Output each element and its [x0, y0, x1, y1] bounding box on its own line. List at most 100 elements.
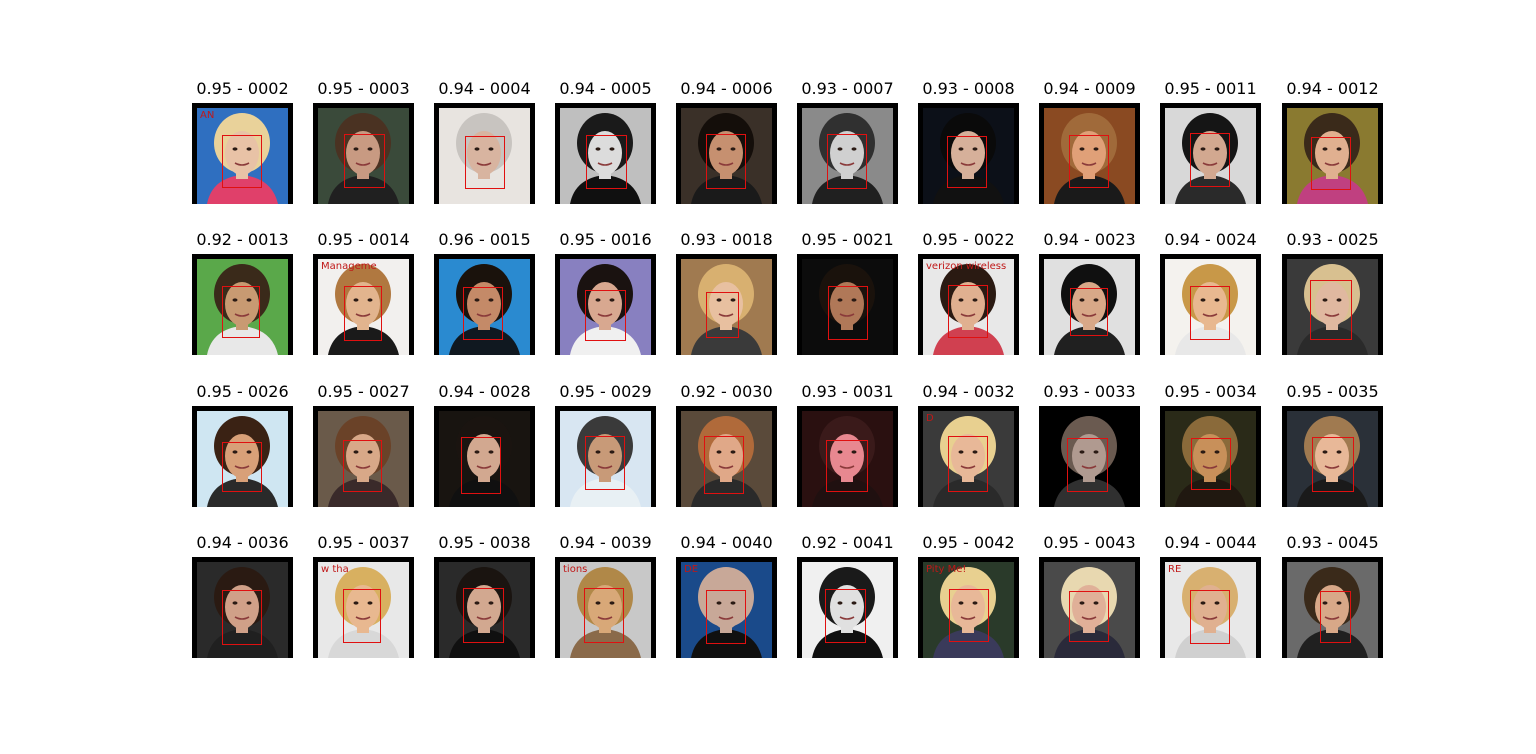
- face-photo-illustration: [797, 406, 898, 507]
- clothing-shape: [1297, 478, 1368, 507]
- face-photo: [797, 254, 898, 355]
- caption-separator: -: [594, 230, 611, 249]
- face-photo: [1039, 557, 1140, 658]
- face-photo: [192, 557, 293, 658]
- face-photo: [1282, 103, 1383, 204]
- face-photo: w tha: [313, 557, 414, 658]
- background-text: w tha: [321, 564, 349, 575]
- face-shape: [1072, 434, 1106, 478]
- detection-score: 0.93: [922, 79, 958, 98]
- face-bounding-box: [1310, 280, 1352, 340]
- face-shape: [1193, 282, 1227, 326]
- detection-score: 0.95: [1164, 382, 1200, 401]
- face-photo-illustration: [192, 557, 293, 658]
- face-shape: [709, 282, 743, 326]
- face-bounding-box: [585, 436, 625, 490]
- caption-separator: -: [836, 230, 853, 249]
- face-shape: [588, 434, 622, 478]
- left-eye: [353, 601, 359, 605]
- face-bounding-box: [463, 287, 503, 340]
- face-photo-illustration: [192, 406, 293, 507]
- face-photo-illustration: [1282, 103, 1383, 204]
- image-id: 0002: [247, 79, 289, 98]
- face-shape: [1072, 282, 1106, 326]
- clothing-shape: [933, 629, 1004, 658]
- face-bounding-box: [222, 590, 262, 645]
- right-eye: [246, 298, 252, 302]
- face-bounding-box: [1320, 591, 1351, 643]
- detection-score: 0.94: [438, 79, 474, 98]
- left-eye: [595, 450, 601, 454]
- mouth: [1202, 162, 1218, 166]
- caption-separator: -: [473, 382, 490, 401]
- image-id: 0040: [731, 533, 773, 552]
- left-eye: [232, 147, 238, 151]
- face-shape: [225, 282, 259, 326]
- thumbnail-caption: 0.93 - 0008: [898, 79, 1039, 99]
- caption-separator: -: [231, 230, 248, 249]
- thumbnail-caption: 0.95 - 0021: [777, 230, 918, 250]
- face-photo: D: [918, 406, 1019, 507]
- left-eye: [958, 601, 964, 605]
- image-id: 0043: [1094, 533, 1136, 552]
- caption-separator: -: [594, 382, 611, 401]
- image-id: 0018: [731, 230, 773, 249]
- face-shape: [830, 131, 864, 175]
- image-id: 0007: [852, 79, 894, 98]
- face-shape: [225, 131, 259, 175]
- right-eye: [488, 147, 494, 151]
- face-photo: [1160, 254, 1261, 355]
- thumbnail-caption: 0.94 - 0044: [1140, 533, 1281, 553]
- mouth: [1081, 616, 1097, 620]
- caption-separator: -: [473, 533, 490, 552]
- right-eye: [972, 147, 978, 151]
- face-bounding-box: [1190, 590, 1230, 644]
- face-shape: [1315, 282, 1349, 326]
- detection-score: 0.94: [922, 382, 958, 401]
- clothing-shape: [1175, 175, 1246, 204]
- mouth: [1324, 162, 1340, 166]
- thumbnail-caption: 0.94 - 0036: [172, 533, 313, 553]
- face-photo-illustration: RE: [1160, 557, 1261, 658]
- thumbnail-caption: 0.93 - 0025: [1262, 230, 1403, 250]
- left-eye: [232, 450, 238, 454]
- mouth: [718, 313, 734, 317]
- left-eye: [595, 147, 601, 151]
- mouth: [1081, 465, 1097, 469]
- mouth: [597, 162, 613, 166]
- mouth: [960, 313, 976, 317]
- face-photo: Pity Me!: [918, 557, 1019, 658]
- left-eye: [837, 450, 843, 454]
- face-shape: [346, 282, 380, 326]
- caption-separator: -: [594, 79, 611, 98]
- face-photo-illustration: [313, 406, 414, 507]
- left-eye: [1079, 601, 1085, 605]
- face-photo-illustration: [797, 557, 898, 658]
- clothing-shape: [328, 175, 399, 204]
- image-id: 0027: [368, 382, 410, 401]
- image-id: 0009: [1094, 79, 1136, 98]
- clothing-shape: [691, 478, 762, 507]
- left-eye: [595, 601, 601, 605]
- detection-score: 0.96: [438, 230, 474, 249]
- left-eye: [716, 450, 722, 454]
- thumbnail-caption: 0.93 - 0018: [656, 230, 797, 250]
- thumbnail-caption: 0.93 - 0031: [777, 382, 918, 402]
- right-eye: [1336, 601, 1342, 605]
- right-eye: [851, 450, 857, 454]
- right-eye: [488, 601, 494, 605]
- mouth: [234, 162, 250, 166]
- mouth: [597, 313, 613, 317]
- face-shape: [951, 434, 985, 478]
- left-eye: [1322, 147, 1328, 151]
- face-photo-illustration: [434, 406, 535, 507]
- left-eye: [232, 298, 238, 302]
- mouth: [839, 162, 855, 166]
- right-eye: [1336, 298, 1342, 302]
- left-eye: [232, 601, 238, 605]
- left-eye: [474, 147, 480, 151]
- mouth: [355, 162, 371, 166]
- face-shape: [1072, 585, 1106, 629]
- left-eye: [1079, 147, 1085, 151]
- face-bounding-box: [586, 135, 627, 189]
